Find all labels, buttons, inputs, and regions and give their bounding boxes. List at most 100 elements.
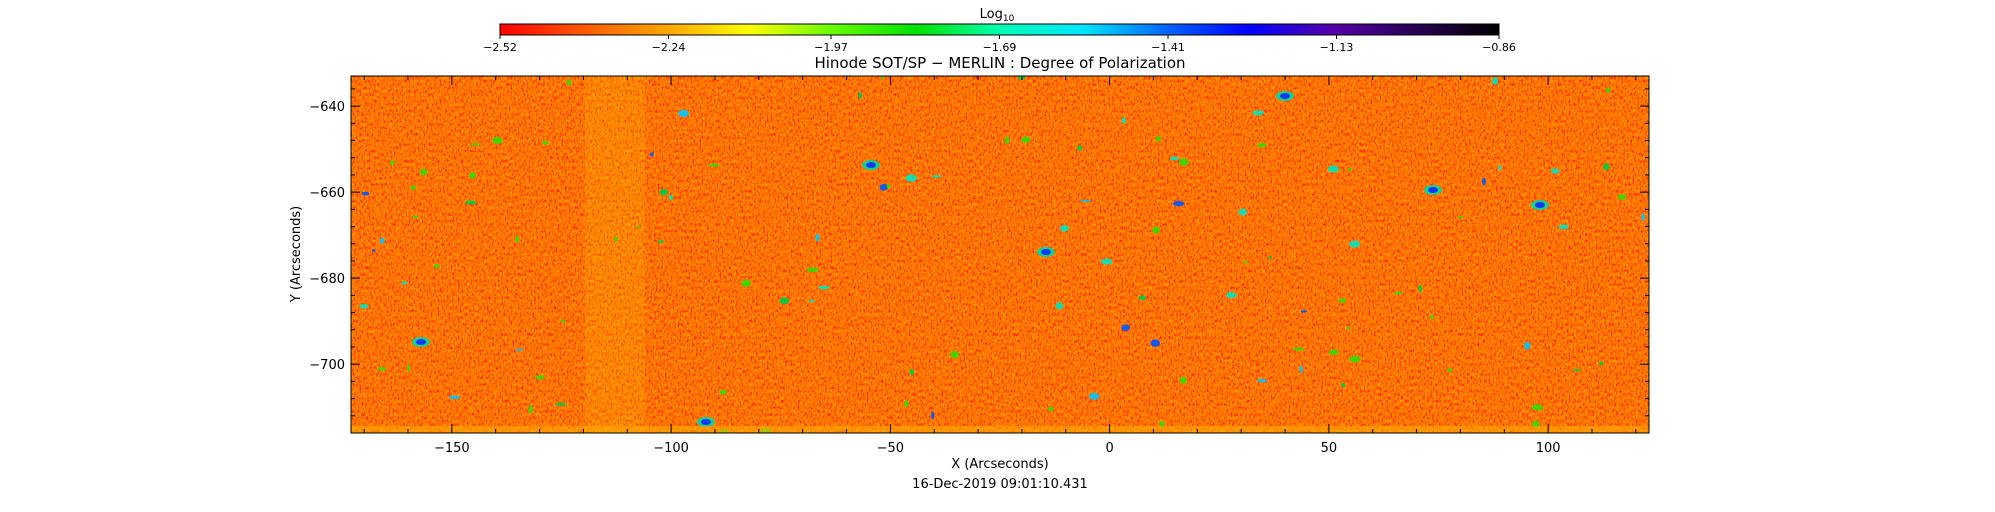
colorbar-ticks: −2.52 −2.24 −1.97 −1.69 −1.41 −1.13 −0.86 xyxy=(483,35,1516,54)
polarization-patch xyxy=(390,160,395,166)
polarization-patch xyxy=(1121,116,1126,124)
x-axis-label: X (Arcseconds) xyxy=(951,457,1048,472)
polarization-patch xyxy=(858,91,863,100)
y-tick-label: −680 xyxy=(309,272,345,287)
y-tick-label: −660 xyxy=(309,186,345,201)
polarization-patch xyxy=(412,215,420,218)
polarization-patch xyxy=(1492,77,1499,85)
y-tick-label: −700 xyxy=(309,358,345,373)
colorbar-tick-label: −1.13 xyxy=(1320,41,1354,54)
polarization-patch xyxy=(555,402,567,406)
polarization-patch xyxy=(410,185,417,190)
polarization-patch xyxy=(419,168,428,176)
polarization-patch xyxy=(1394,291,1403,295)
polarization-patch xyxy=(1482,177,1486,186)
polarization-patch xyxy=(950,350,960,359)
x-tick-label: 0 xyxy=(1105,441,1113,456)
polarization-patch xyxy=(1299,365,1303,374)
polarization-patch xyxy=(1338,298,1347,303)
colorbar-tick-label: −0.86 xyxy=(1482,41,1516,54)
polarization-patch xyxy=(1226,292,1237,299)
x-axis: −150 −100 −50 0 50 100 xyxy=(363,76,1637,456)
polarization-patch xyxy=(1243,260,1249,264)
polarization-patch xyxy=(1169,156,1180,161)
polarization-patch xyxy=(1268,256,1272,259)
polarization-patch xyxy=(931,175,942,178)
polarization-patch xyxy=(401,281,408,285)
polarization-patch xyxy=(1550,168,1560,174)
polarization-patch xyxy=(1617,194,1627,200)
polarization-patch xyxy=(1447,368,1453,372)
polarization-patch xyxy=(434,263,440,269)
polarization-patch xyxy=(448,395,461,400)
polarization-patch-core xyxy=(416,339,426,345)
polarization-patch xyxy=(909,369,915,376)
polarization-patch xyxy=(492,136,503,145)
polarization-patch xyxy=(359,304,369,309)
polarization-patch-core xyxy=(1041,249,1051,255)
polarization-patch-core xyxy=(1535,202,1545,208)
polarization-patch xyxy=(1599,361,1604,366)
plot-frame xyxy=(350,75,1650,434)
polarization-patch xyxy=(1121,324,1131,331)
polarization-patch xyxy=(1155,135,1162,142)
polarization-patch xyxy=(719,389,727,395)
y-axis-label: Y (Arcseconds) xyxy=(289,206,304,303)
colorbar-tick-label: −1.97 xyxy=(814,41,848,54)
polarization-patch xyxy=(560,319,565,323)
y-tick-label: −640 xyxy=(309,100,345,115)
polarization-patch xyxy=(818,285,830,290)
polarization-patch xyxy=(1641,213,1645,221)
polarization-patch xyxy=(407,364,411,372)
polarization-patch xyxy=(1172,200,1185,207)
colorbar-gradient xyxy=(499,23,1500,36)
polarization-patch xyxy=(1138,295,1147,301)
polarization-patch xyxy=(1606,87,1611,94)
chart-title: Hinode SOT/SP − MERLIN : Degree of Polar… xyxy=(814,54,1185,72)
polarization-patch xyxy=(741,279,751,288)
polarization-patch xyxy=(1238,208,1248,216)
colorbar-tick-label: −2.24 xyxy=(652,41,686,54)
polarization-patch xyxy=(1257,143,1268,148)
polarization-patch xyxy=(1327,165,1340,173)
colorbar-label: Log10 xyxy=(980,7,1015,24)
polarization-patch xyxy=(1458,216,1464,219)
polarization-patch xyxy=(879,184,889,191)
polarization-patch-core xyxy=(1428,187,1438,193)
polarization-patch xyxy=(1080,199,1092,202)
polarization-patch xyxy=(1150,339,1161,347)
polarization-patch xyxy=(886,183,891,189)
x-tick-label: −150 xyxy=(434,441,470,456)
polarization-patch xyxy=(1603,163,1610,171)
polarization-patch xyxy=(669,194,674,201)
polarization-patch xyxy=(469,143,481,146)
x-tick-label: −50 xyxy=(877,441,904,456)
polarization-patch xyxy=(657,240,665,243)
polarization-patch xyxy=(1252,110,1265,116)
polarization-patch xyxy=(1059,225,1070,232)
polarization-patch xyxy=(380,237,385,244)
polarization-patch xyxy=(1179,376,1187,384)
polarization-patch xyxy=(1178,158,1189,166)
polarization-patch-core xyxy=(866,162,876,168)
polarization-patch xyxy=(709,163,720,167)
polarization-patch xyxy=(372,249,376,252)
polarization-patch-core xyxy=(701,419,711,425)
polarization-patch xyxy=(1021,136,1031,143)
polarization-patch xyxy=(1257,379,1268,383)
polarization-patch xyxy=(1004,136,1010,145)
x-tick-label: −100 xyxy=(653,441,689,456)
colorbar: Log10 −2.52 −2.24 −1.97 −1.69 −1.41 −1.13 −0.8… xyxy=(483,7,1516,54)
polarization-patch xyxy=(1055,302,1064,310)
polarization-patch xyxy=(1349,240,1361,248)
polarization-patch xyxy=(904,400,909,408)
polarization-patch xyxy=(1531,404,1544,411)
polarization-patch xyxy=(535,375,545,380)
polarization-patch xyxy=(1089,392,1100,400)
polarization-patch-core xyxy=(1280,93,1290,99)
polarization-patch xyxy=(515,348,524,351)
polarization-patch xyxy=(808,299,816,302)
polarization-patch xyxy=(1430,315,1435,320)
polarization-patch xyxy=(1047,406,1054,411)
